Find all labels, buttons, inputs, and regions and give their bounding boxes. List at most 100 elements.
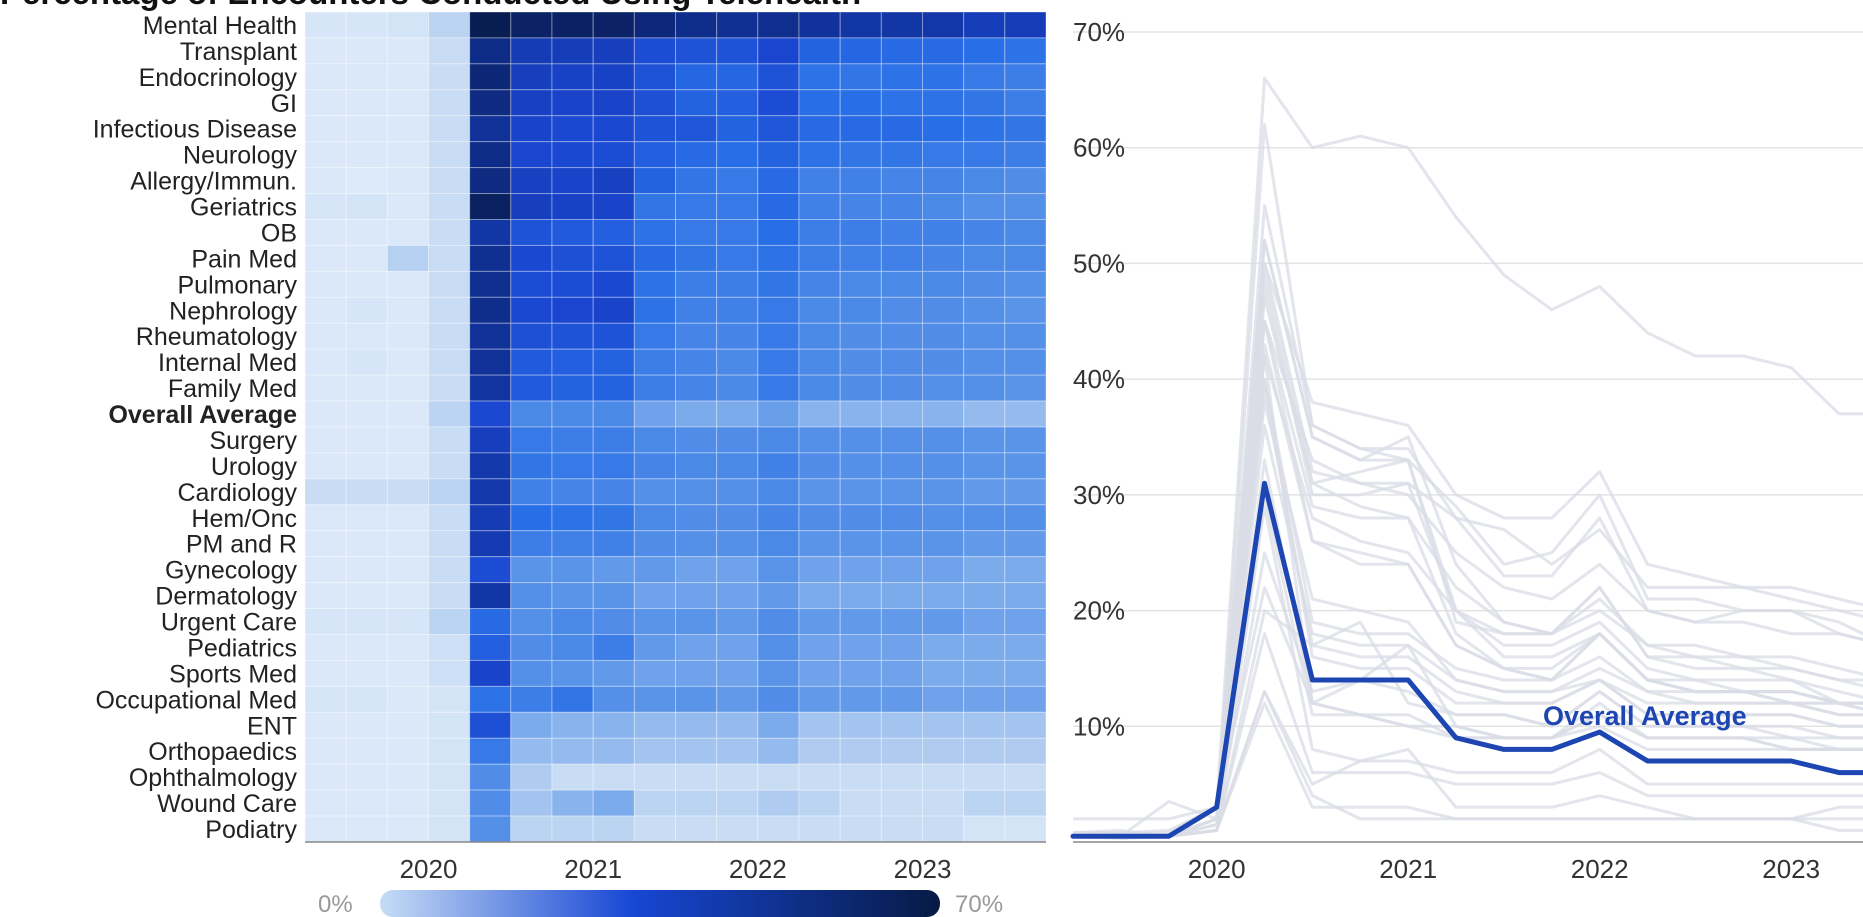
heatmap-cell xyxy=(923,453,964,479)
heatmap-row-label: Endocrinology xyxy=(139,64,298,92)
heatmap-cell xyxy=(676,64,717,90)
heatmap-cell xyxy=(758,194,799,220)
heatmap-cell xyxy=(799,349,840,375)
heatmap-cell xyxy=(840,38,881,64)
heatmap-cell xyxy=(758,816,799,842)
heatmap-cell xyxy=(676,245,717,271)
heatmap-cell xyxy=(840,142,881,168)
heatmap-cell xyxy=(429,64,470,90)
heatmap-cell xyxy=(634,38,675,64)
line-x-tick-label: 2020 xyxy=(1188,854,1246,884)
heatmap-cell xyxy=(305,505,346,531)
heatmap-cell xyxy=(429,816,470,842)
line-y-tick-label: 40% xyxy=(1073,364,1125,394)
heatmap-cell xyxy=(387,531,428,557)
heatmap-cell xyxy=(634,142,675,168)
heatmap-cell xyxy=(676,764,717,790)
specialty-line xyxy=(1073,321,1863,836)
heatmap-cell xyxy=(593,90,634,116)
heatmap-cell xyxy=(511,816,552,842)
heatmap-cell xyxy=(634,816,675,842)
heatmap-x-tick-label: 2020 xyxy=(400,854,458,884)
heatmap-cell xyxy=(758,764,799,790)
heatmap-cell xyxy=(552,479,593,505)
heatmap-cell xyxy=(470,375,511,401)
heatmap-cell xyxy=(676,790,717,816)
heatmap-cell xyxy=(552,401,593,427)
heatmap-cell xyxy=(1005,583,1046,609)
heatmap-cell xyxy=(717,583,758,609)
heatmap-cell xyxy=(1005,194,1046,220)
specialty-line xyxy=(1073,402,1863,836)
heatmap-cell xyxy=(799,168,840,194)
heatmap-row-label: Rheumatology xyxy=(136,323,298,351)
heatmap-cell xyxy=(429,764,470,790)
heatmap-cell xyxy=(676,401,717,427)
heatmap-cell xyxy=(923,816,964,842)
heatmap-cell xyxy=(881,194,922,220)
heatmap-cell xyxy=(717,142,758,168)
heatmap-cell xyxy=(717,38,758,64)
heatmap-cell xyxy=(346,168,387,194)
heatmap-cell xyxy=(634,116,675,142)
heatmap-cell xyxy=(305,349,346,375)
heatmap-cell xyxy=(717,635,758,661)
heatmap-cell xyxy=(305,323,346,349)
heatmap-cell xyxy=(676,557,717,583)
heatmap-cell xyxy=(346,609,387,635)
heatmap-cell xyxy=(881,12,922,38)
heatmap-cell xyxy=(634,738,675,764)
heatmap-row-label: Transplant xyxy=(180,38,297,66)
heatmap-cell xyxy=(305,712,346,738)
heatmap-cell xyxy=(346,220,387,246)
heatmap-cell xyxy=(840,116,881,142)
heatmap-cell xyxy=(429,245,470,271)
heatmap-cell xyxy=(593,194,634,220)
heatmap-cell xyxy=(634,64,675,90)
heatmap-cell xyxy=(923,738,964,764)
heatmap-cell xyxy=(346,505,387,531)
heatmap-cell xyxy=(676,271,717,297)
heatmap-cell xyxy=(717,712,758,738)
heatmap-cell xyxy=(964,64,1005,90)
heatmap-cell xyxy=(840,583,881,609)
heatmap-cell xyxy=(552,790,593,816)
heatmap-cell xyxy=(881,557,922,583)
heatmap-cell xyxy=(964,531,1005,557)
heatmap-cell xyxy=(429,375,470,401)
heatmap-cell xyxy=(552,64,593,90)
heatmap-cell xyxy=(593,375,634,401)
heatmap-cell xyxy=(840,427,881,453)
heatmap-cell xyxy=(470,38,511,64)
heatmap-cell xyxy=(799,64,840,90)
heatmap-cell xyxy=(840,609,881,635)
heatmap-cell xyxy=(964,12,1005,38)
heatmap-cell xyxy=(799,609,840,635)
heatmap-cell xyxy=(840,168,881,194)
heatmap-cell xyxy=(799,220,840,246)
heatmap-cell xyxy=(593,453,634,479)
heatmap-cell xyxy=(840,531,881,557)
heatmap-row-label: Wound Care xyxy=(157,790,297,818)
heatmap-cell xyxy=(923,790,964,816)
heatmap-cell xyxy=(881,427,922,453)
heatmap-cell xyxy=(964,816,1005,842)
heatmap-cell xyxy=(552,168,593,194)
heatmap-cell xyxy=(305,609,346,635)
heatmap-cell xyxy=(923,194,964,220)
heatmap-cell xyxy=(881,297,922,323)
heatmap-cell xyxy=(881,531,922,557)
heatmap-cell xyxy=(964,427,1005,453)
heatmap-cell xyxy=(593,245,634,271)
heatmap-cell xyxy=(634,323,675,349)
heatmap-cell xyxy=(758,453,799,479)
heatmap-cell xyxy=(1005,375,1046,401)
heatmap-cell xyxy=(840,453,881,479)
heatmap-cell xyxy=(964,375,1005,401)
heatmap-cell xyxy=(470,531,511,557)
heatmap-cell xyxy=(717,453,758,479)
heatmap-cell xyxy=(799,531,840,557)
specialty-line xyxy=(1073,379,1863,836)
heatmap-row-label: PM and R xyxy=(186,531,297,559)
heatmap-row-label: Mental Health xyxy=(143,12,297,40)
